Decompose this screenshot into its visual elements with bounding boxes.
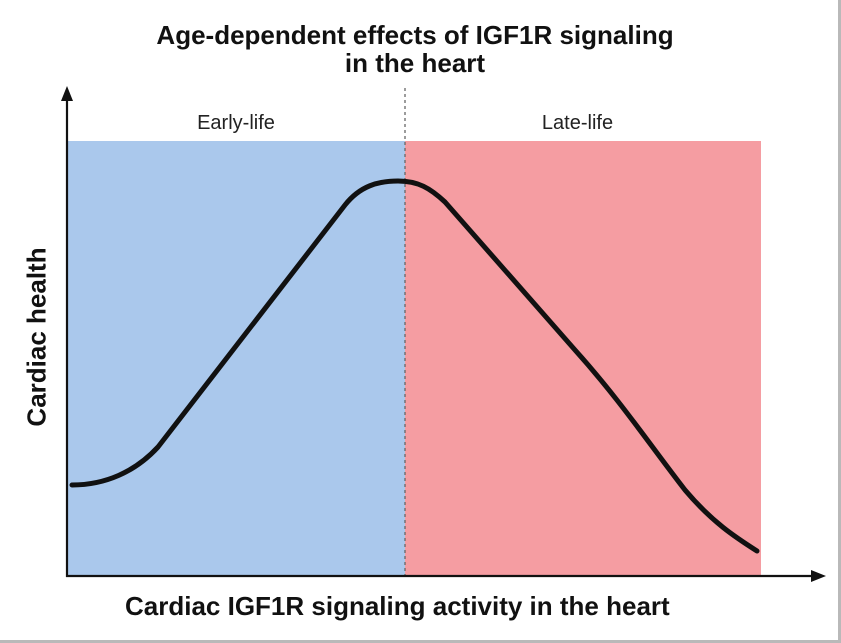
region-early-life: [67, 141, 405, 576]
region-label-late: Late-life: [541, 112, 614, 134]
y-axis-label: Cardiac health: [21, 247, 52, 427]
arrow-up-icon: [61, 86, 73, 101]
arrow-right-icon: [811, 570, 826, 582]
cardiac-health-curve: [69, 178, 760, 554]
x-axis-label: Cardiac IGF1R signaling activity in the …: [125, 591, 670, 621]
figure-title-line2: in the heart: [344, 48, 486, 78]
region-label-early: Early-life: [197, 112, 275, 134]
figure-title-line1: Age-dependent effects of IGF1R signaling: [156, 20, 674, 50]
